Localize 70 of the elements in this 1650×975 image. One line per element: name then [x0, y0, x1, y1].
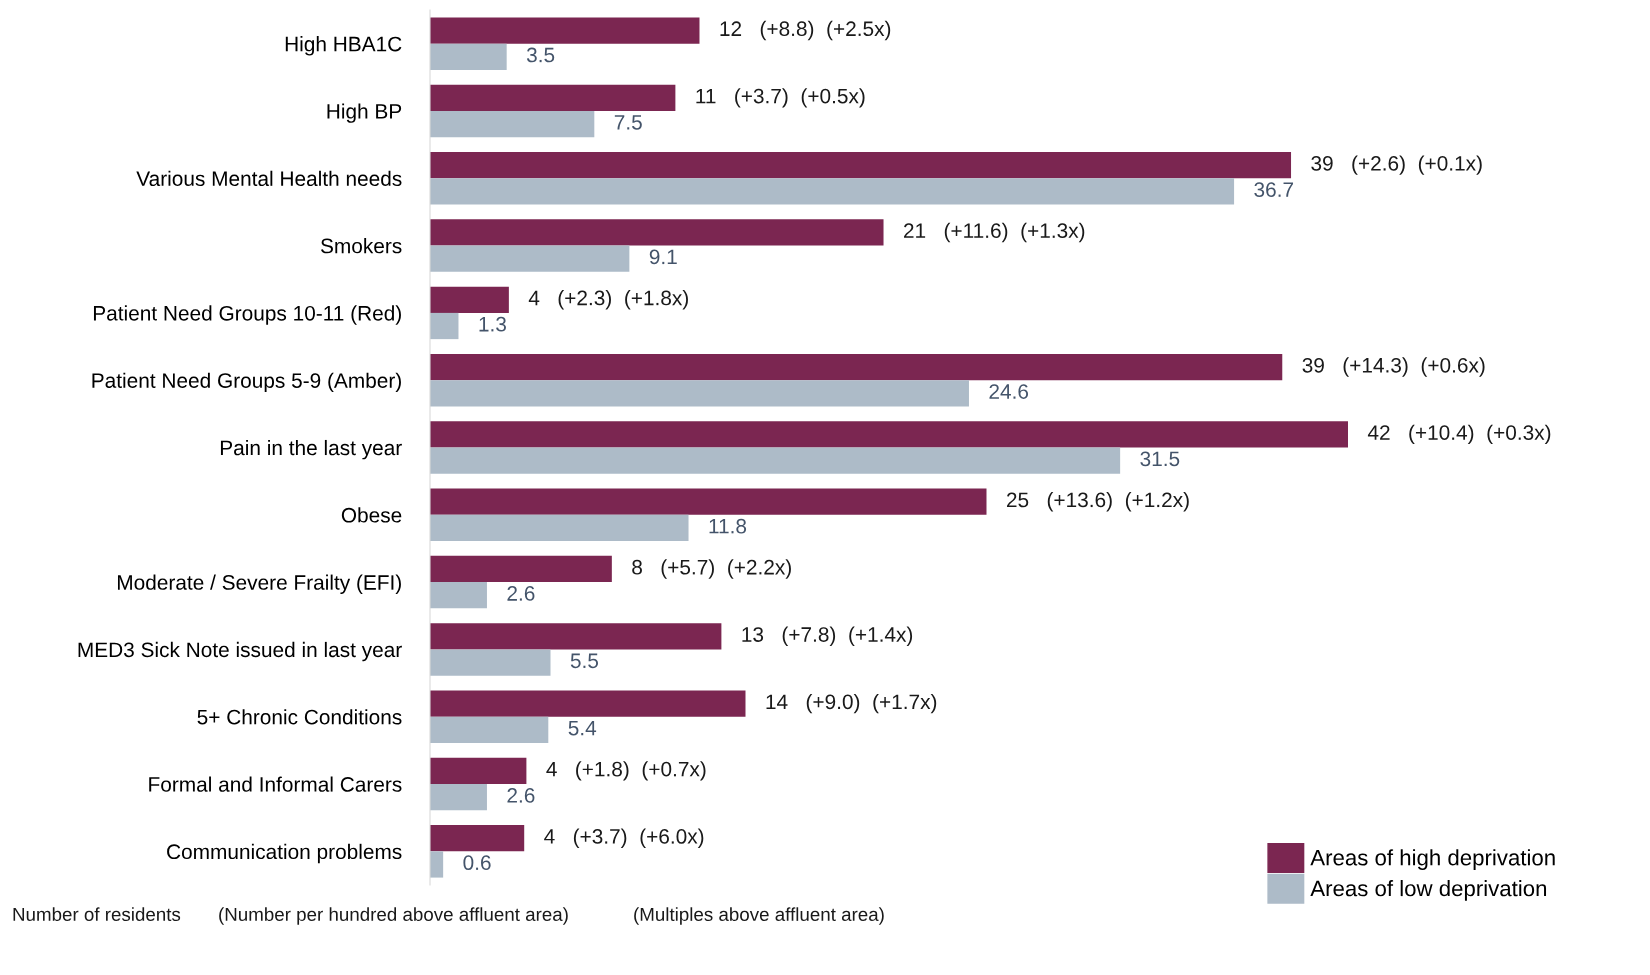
data-label: 7.5	[614, 115, 642, 130]
bar	[430, 17, 700, 44]
data-label: 2.6	[507, 788, 535, 803]
bar	[430, 555, 612, 583]
data-label: 31.5	[1140, 451, 1180, 467]
data-label: 11 (+3.7) (+0.5x)	[696, 88, 865, 108]
text: Number of residents	[13, 907, 181, 922]
bar	[430, 43, 507, 70]
y-tick-label: Patient Need Groups 5-9 (Amber)	[92, 372, 401, 393]
bar	[430, 152, 1292, 179]
bar	[430, 825, 525, 852]
y-tick-label: 5+ Chronic Conditions	[197, 709, 402, 725]
data-label: 25 (+13.6) (+1.2x)	[1006, 491, 1189, 512]
bar	[430, 582, 487, 609]
bar	[430, 84, 676, 111]
bar	[430, 757, 527, 785]
data-label: 5.5	[570, 653, 599, 669]
y-tick-label: High BP	[327, 103, 402, 123]
y-tick-label: High HBA1C	[285, 36, 402, 56]
bar	[430, 447, 1121, 474]
bar	[430, 286, 509, 313]
bar	[430, 851, 444, 878]
data-label: 1.3	[479, 316, 506, 332]
y-tick-label: Formal and Informal Carers	[149, 776, 402, 792]
data-label: 36.7	[1254, 182, 1294, 197]
data-label: 0.6	[463, 855, 491, 871]
bar	[430, 784, 487, 811]
data-label: 39 (+14.3) (+0.6x)	[1302, 357, 1485, 377]
data-label: 13 (+7.8) (+1.4x)	[742, 626, 913, 646]
bar	[430, 488, 987, 515]
data-label: 9.1	[649, 249, 677, 265]
data-label: 42 (+10.4) (+0.3x)	[1367, 424, 1551, 445]
y-tick-label: Communication problems	[167, 843, 402, 864]
legend-label: Areas of high deprivation	[1310, 849, 1555, 870]
data-label: 11.8	[709, 518, 747, 534]
data-label: 21 (+11.6) (+1.3x)	[904, 222, 1085, 243]
data-label: 5.4	[568, 720, 597, 736]
data-label: 4 (+3.7) (+6.0x)	[544, 828, 704, 848]
bar	[430, 178, 1235, 205]
bar	[430, 421, 1348, 448]
bar	[430, 312, 459, 340]
bar	[430, 514, 689, 542]
data-label: 14 (+9.0) (+1.7x)	[766, 693, 937, 714]
y-tick-label: MED3 Sick Note issued in last year	[78, 641, 402, 662]
data-label: 24.6	[989, 384, 1029, 399]
legend-label: Areas of low deprivation	[1310, 880, 1547, 901]
text: (Number per hundred above affluent area)	[219, 907, 568, 925]
y-tick-label: Pain in the last year	[220, 439, 402, 460]
data-label: 39 (+2.6) (+0.1x)	[1311, 155, 1482, 175]
bar	[430, 649, 551, 676]
y-tick-label: Patient Need Groups 10-11 (Red)	[93, 305, 401, 325]
text: (Multiples above affluent area)	[634, 907, 884, 925]
data-label: 8 (+5.7) (+2.2x)	[632, 559, 791, 579]
bar	[430, 690, 746, 717]
bar	[430, 219, 884, 246]
bar	[430, 380, 969, 407]
y-tick-label: Moderate / Severe Frailty (EFI)	[117, 574, 401, 594]
bar	[430, 353, 1283, 381]
y-tick-label: Various Mental Health needs	[136, 170, 402, 187]
y-tick-label: Obese	[341, 507, 402, 523]
data-label: 4 (+1.8) (+0.7x)	[546, 761, 706, 781]
data-label: 12 (+8.8) (+2.5x)	[720, 20, 891, 41]
data-label: 4 (+2.3) (+1.8x)	[528, 290, 688, 310]
data-label: 2.6	[507, 586, 535, 601]
bar	[430, 110, 595, 138]
bar	[430, 245, 630, 272]
data-label: 3.5	[526, 47, 555, 63]
y-tick-label: Smokers	[320, 238, 402, 254]
bar	[430, 623, 722, 650]
bar	[430, 716, 549, 743]
